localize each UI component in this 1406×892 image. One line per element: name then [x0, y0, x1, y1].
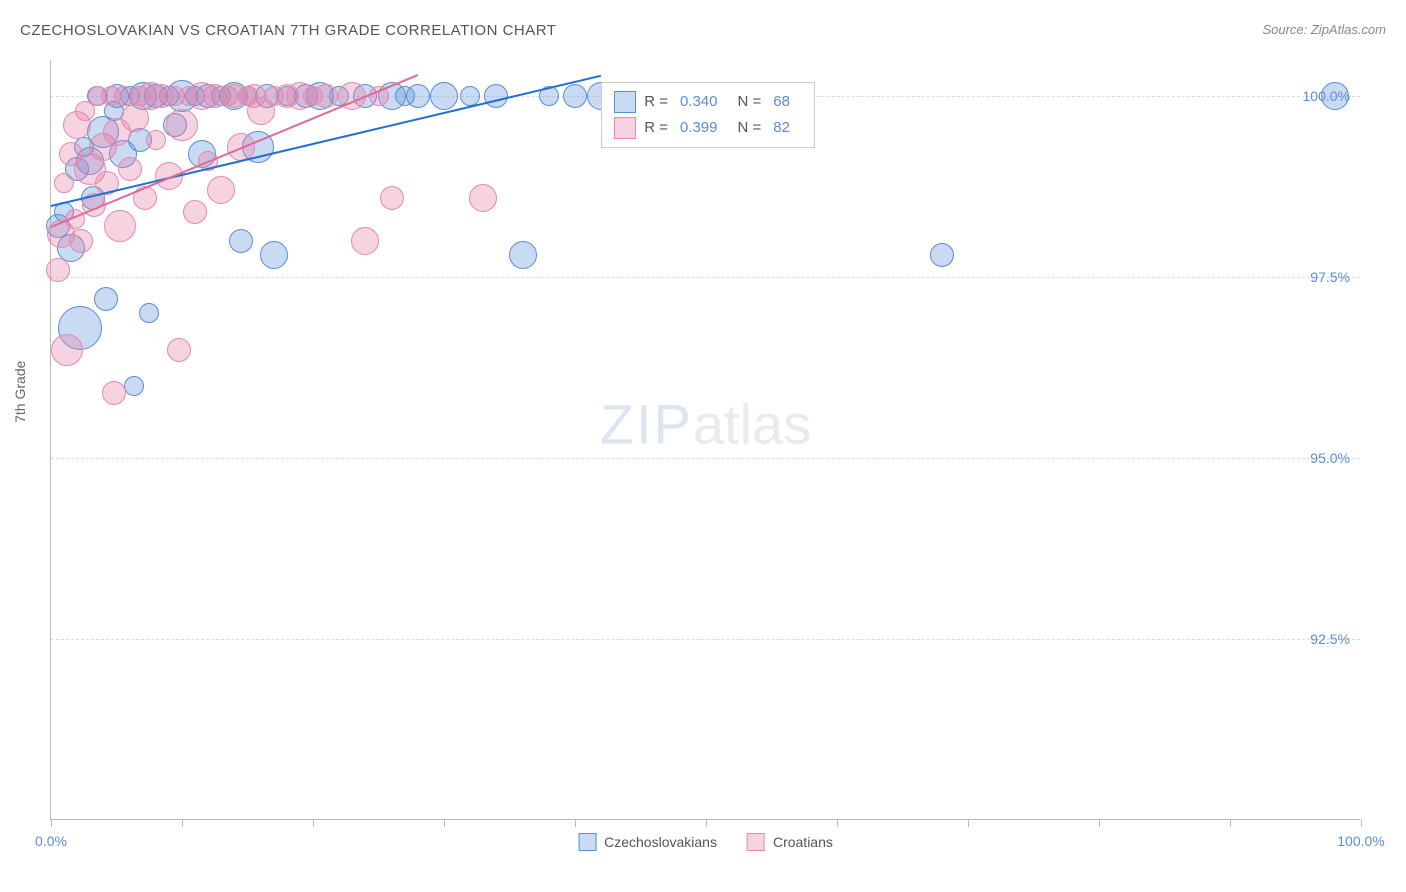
- data-point: [509, 241, 537, 269]
- gridline: [51, 277, 1360, 278]
- x-tick: [1230, 819, 1231, 827]
- series-name: Czechoslovakians: [604, 834, 717, 850]
- data-point: [563, 84, 587, 108]
- data-point: [469, 184, 497, 212]
- gridline: [51, 458, 1360, 459]
- chart-container: CZECHOSLOVAKIAN VS CROATIAN 7TH GRADE CO…: [0, 0, 1406, 892]
- legend-swatch: [578, 833, 596, 851]
- legend-n-value: 68: [773, 93, 790, 110]
- data-point: [46, 258, 70, 282]
- series-legend-item: Croatians: [747, 833, 833, 851]
- data-point: [430, 82, 458, 110]
- correlation-legend: R = 0.340 N = 68 R = 0.399 N = 82: [601, 82, 815, 148]
- legend-n-value: 82: [773, 119, 790, 136]
- chart-title: CZECHOSLOVAKIAN VS CROATIAN 7TH GRADE CO…: [20, 22, 556, 39]
- legend-swatch: [614, 91, 636, 113]
- legend-swatch: [747, 833, 765, 851]
- data-point: [139, 303, 159, 323]
- legend-r-label: R =: [644, 119, 668, 136]
- data-point: [167, 338, 191, 362]
- data-point: [930, 243, 954, 267]
- x-tick: [444, 819, 445, 827]
- legend-swatch: [614, 117, 636, 139]
- data-point: [1321, 82, 1349, 110]
- data-point: [260, 241, 288, 269]
- data-point: [229, 229, 253, 253]
- data-point: [484, 84, 508, 108]
- data-point: [118, 157, 142, 181]
- legend-n-label: N =: [738, 93, 762, 110]
- x-tick: [182, 819, 183, 827]
- data-point: [351, 227, 379, 255]
- x-tick: [837, 819, 838, 827]
- y-tick-label: 97.5%: [1310, 269, 1350, 285]
- series-name: Croatians: [773, 834, 833, 850]
- data-point: [183, 200, 207, 224]
- data-point: [207, 176, 235, 204]
- x-tick-label: 0.0%: [35, 833, 67, 849]
- legend-r-value: 0.399: [680, 119, 718, 136]
- y-tick-label: 95.0%: [1310, 450, 1350, 466]
- x-tick: [1361, 819, 1362, 827]
- data-point: [146, 130, 166, 150]
- chart-source: Source: ZipAtlas.com: [1262, 22, 1386, 37]
- data-point: [51, 334, 83, 366]
- series-legend-item: Czechoslovakians: [578, 833, 717, 851]
- data-point: [94, 287, 118, 311]
- data-point: [124, 376, 144, 396]
- bottom-legend: Czechoslovakians Croatians: [578, 833, 833, 851]
- watermark-atlas: atlas: [693, 393, 811, 456]
- x-tick-label: 100.0%: [1337, 833, 1384, 849]
- data-point: [54, 173, 74, 193]
- y-axis-label: 7th Grade: [12, 361, 28, 423]
- x-tick: [575, 819, 576, 827]
- watermark-zip: ZIP: [600, 393, 693, 456]
- watermark: ZIPatlas: [600, 392, 811, 457]
- x-tick: [706, 819, 707, 827]
- legend-row: R = 0.399 N = 82: [614, 115, 802, 141]
- x-tick: [968, 819, 969, 827]
- data-point: [69, 229, 93, 253]
- x-tick: [51, 819, 52, 827]
- legend-r-label: R =: [644, 93, 668, 110]
- gridline: [51, 639, 1360, 640]
- data-point: [406, 84, 430, 108]
- data-point: [314, 84, 338, 108]
- x-tick: [313, 819, 314, 827]
- legend-r-value: 0.340: [680, 93, 718, 110]
- y-tick-label: 92.5%: [1310, 631, 1350, 647]
- plot-area: ZIPatlas CzechoslovakiansCroatians 92.5%…: [50, 60, 1360, 820]
- data-point: [102, 381, 126, 405]
- data-point: [104, 210, 136, 242]
- legend-row: R = 0.340 N = 68: [614, 89, 802, 115]
- data-point: [166, 109, 198, 141]
- legend-n-label: N =: [738, 119, 762, 136]
- x-tick: [1099, 819, 1100, 827]
- data-point: [380, 186, 404, 210]
